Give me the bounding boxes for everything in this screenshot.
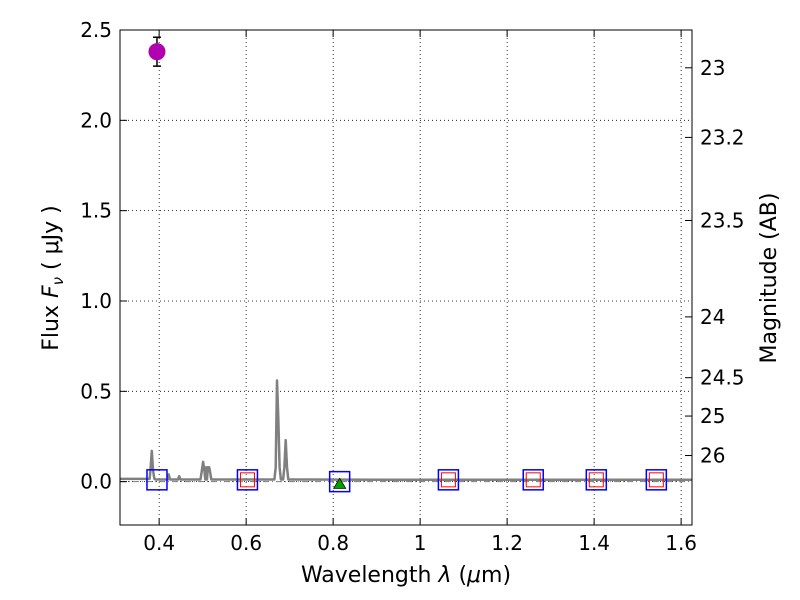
y-tick-label: 2.0	[80, 108, 112, 132]
y-tick-label: 1.5	[80, 199, 112, 223]
magnitude-tick-label: 23.2	[700, 125, 745, 149]
model-photometry-box	[437, 469, 460, 491]
y-axis: 0.0 0.5 1.0 1.5 2.0 2.5	[80, 18, 127, 494]
x-tick-label: 1.6	[665, 531, 697, 555]
model-photometry-box	[585, 469, 608, 491]
magnitude-tick-label: 26	[700, 444, 725, 468]
y-tick-label: 2.5	[80, 18, 112, 42]
model-photometry-box	[522, 469, 544, 491]
x-tick-label: 0.4	[143, 531, 175, 555]
y-tick-label: 0.0	[80, 470, 112, 494]
magnitude-axis-label: Magnitude (AB)	[757, 193, 782, 364]
x-tick-label: 1.2	[491, 531, 523, 555]
grid-lines	[120, 29, 692, 525]
x-tick-label: 0.6	[230, 531, 262, 555]
model-photometry-box	[146, 469, 168, 491]
x-axis: 0.4 0.6 0.8 1 1.2 1.4 1.6	[143, 30, 697, 555]
observed-photometry-box	[588, 472, 604, 488]
magnitude-tick-label: 23	[700, 56, 725, 80]
observed-photometry-box	[648, 472, 664, 488]
magnitude-tick-label: 24	[700, 305, 725, 329]
spectrum-layer	[120, 379, 692, 483]
magnitude-tick-label: 25	[700, 404, 725, 428]
markers-layer	[146, 36, 668, 493]
x-tick-label: 1	[414, 531, 427, 555]
y-axis-label: Flux Fν ( μJy )	[39, 205, 67, 350]
detection-point	[148, 43, 166, 61]
y-tick-label: 0.5	[80, 379, 112, 403]
magnitude-tick-label: 23.5	[700, 209, 745, 233]
y-tick-label: 1.0	[80, 289, 112, 313]
x-tick-label: 0.8	[317, 531, 349, 555]
magnitude-axis: 23 23.2 23.5 24 24.5 25 26	[685, 56, 745, 468]
observed-photometry-box	[239, 472, 255, 488]
model-photometry-box	[645, 469, 668, 491]
magnitude-tick-label: 24.5	[700, 366, 745, 390]
x-axis-label: Wavelength λ (μm)	[301, 563, 511, 588]
x-tick-label: 1.4	[578, 531, 610, 555]
model-photometry-box	[236, 469, 259, 491]
upper-limit-marker	[332, 477, 347, 489]
observed-photometry-box	[525, 472, 541, 488]
plot-frame	[119, 29, 693, 526]
observed-photometry-box	[440, 472, 456, 488]
model-photometry-box	[328, 470, 351, 493]
spectrum-line	[120, 379, 692, 482]
